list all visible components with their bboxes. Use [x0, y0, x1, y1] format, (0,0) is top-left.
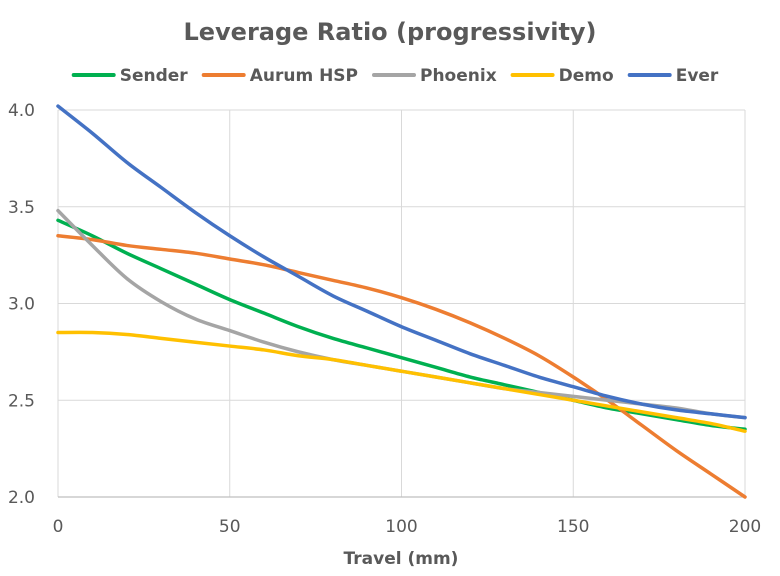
series-line-sender	[56, 218, 747, 432]
y-tick-label: 3.5	[8, 198, 35, 218]
x-tick-label: 200	[729, 517, 761, 537]
legend-item-ever: Ever	[627, 66, 719, 86]
series-line-ever	[56, 104, 747, 420]
legend-label: Aurum HSP	[250, 66, 358, 86]
x-tick-label: 100	[385, 517, 417, 537]
y-tick-label: 3.0	[8, 295, 35, 315]
series-line-aurum-hsp	[56, 234, 747, 499]
grid	[57, 109, 746, 497]
legend-item-demo: Demo	[510, 66, 614, 86]
legend-item-sender: Sender	[71, 66, 189, 86]
y-tick-label: 4.0	[8, 101, 35, 121]
legend-item-phoenix: Phoenix	[372, 66, 497, 86]
chart-title: Leverage Ratio (progressivity)	[183, 18, 596, 46]
y-tick-label: 2.0	[8, 488, 35, 508]
legend-label: Phoenix	[420, 66, 497, 86]
series-line-demo	[56, 330, 747, 433]
x-axis-label: Travel (mm)	[344, 549, 459, 569]
y-tick-label: 2.5	[8, 391, 35, 411]
tick-labels: 0 50 100 150 200 2.0 2.5 3.0 3.5 4.0	[8, 101, 761, 537]
legend-label: Demo	[559, 66, 614, 86]
legend-item-aurum-hsp: Aurum HSP	[201, 66, 358, 86]
legend-label: Sender	[120, 66, 189, 86]
series-lines	[56, 104, 747, 499]
x-tick-label: 150	[557, 517, 589, 537]
x-tick-label: 0	[53, 517, 64, 537]
x-tick-label: 50	[219, 517, 241, 537]
legend-label: Ever	[676, 66, 719, 86]
legend: Sender Aurum HSP Phoenix Demo Ever	[71, 66, 719, 86]
